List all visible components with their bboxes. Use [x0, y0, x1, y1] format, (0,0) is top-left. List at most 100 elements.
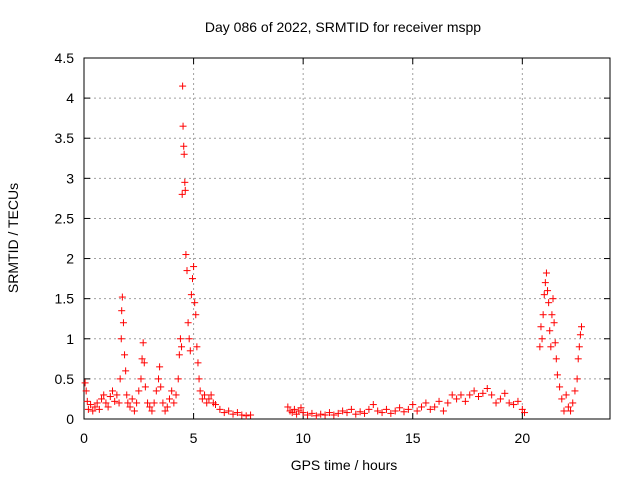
x-axis: 0 5 10 15 20 [80, 58, 530, 446]
data-point [560, 407, 568, 415]
grid [84, 58, 610, 419]
data-point [135, 387, 143, 395]
data-point [571, 387, 579, 395]
data-point [352, 410, 360, 418]
data-point [578, 323, 586, 331]
data-point [81, 379, 89, 387]
data-point [184, 319, 192, 327]
data-point [185, 335, 193, 343]
data-point [118, 307, 126, 315]
data-point [553, 371, 561, 379]
data-point [435, 397, 443, 405]
x-tick-label: 15 [405, 430, 421, 446]
data-point [124, 399, 132, 407]
data-point [89, 407, 97, 415]
data-point [190, 263, 198, 271]
data-point [558, 395, 566, 403]
x-tick-label: 5 [190, 430, 198, 446]
y-tick-label: 1.5 [55, 291, 75, 307]
y-tick-label: 0 [66, 411, 74, 427]
data-point [422, 399, 430, 407]
data-point [181, 186, 189, 194]
data-point [229, 410, 237, 418]
data-point [325, 409, 333, 417]
data-point [540, 291, 548, 299]
data-point [548, 311, 556, 319]
data-point [431, 403, 439, 411]
data-point [115, 399, 123, 407]
data-point [170, 399, 178, 407]
data-point [453, 395, 461, 403]
data-point [163, 403, 171, 411]
data-point [138, 355, 146, 363]
data-point [178, 343, 186, 351]
data-point [569, 399, 577, 407]
y-tick-label: 3.5 [55, 130, 75, 146]
data-point [104, 403, 112, 411]
data-point [382, 405, 390, 413]
y-tick-label: 2 [66, 251, 74, 267]
data-point [365, 405, 373, 413]
data-point [178, 190, 186, 198]
data-points [81, 82, 586, 420]
data-point [205, 395, 213, 403]
x-tick-label: 10 [295, 430, 311, 446]
data-point [514, 397, 522, 405]
data-point [118, 293, 126, 301]
data-point [297, 404, 305, 412]
data-point [122, 367, 130, 375]
data-point [93, 399, 101, 407]
data-point [321, 411, 329, 419]
data-point [369, 401, 377, 409]
data-point [549, 295, 557, 303]
data-point [387, 409, 395, 417]
data-point [216, 405, 224, 413]
data-point [212, 401, 219, 409]
data-point [130, 407, 138, 415]
data-point [374, 407, 382, 415]
data-point [541, 279, 549, 287]
data-point [119, 319, 127, 327]
data-point [544, 287, 552, 295]
data-point [100, 391, 108, 399]
data-point [113, 391, 121, 399]
data-point [141, 383, 149, 391]
data-point [409, 401, 417, 409]
data-point [242, 412, 250, 420]
data-point [496, 395, 504, 403]
data-point [207, 391, 215, 399]
data-point [203, 399, 211, 407]
data-point [156, 363, 164, 371]
data-point [182, 251, 190, 259]
data-point [157, 383, 165, 391]
data-point [334, 409, 342, 417]
data-point [95, 405, 103, 413]
data-point [461, 397, 469, 405]
data-point [121, 351, 129, 359]
data-point [562, 391, 570, 399]
data-point [547, 343, 555, 351]
data-point [123, 391, 131, 399]
data-point [339, 407, 347, 415]
data-point [180, 150, 188, 158]
data-point [174, 375, 182, 383]
data-point [179, 122, 187, 130]
data-point [576, 331, 584, 339]
data-point [179, 82, 187, 90]
data-point [152, 387, 160, 395]
data-point [396, 404, 404, 412]
data-point [180, 142, 188, 150]
x-tick-label: 20 [515, 430, 531, 446]
data-point [575, 343, 583, 351]
data-point [117, 335, 125, 343]
data-point [299, 409, 307, 417]
y-tick-label: 1 [66, 331, 74, 347]
data-point [317, 410, 325, 418]
data-point [150, 399, 158, 407]
y-tick-label: 2.5 [55, 210, 75, 226]
data-point [573, 375, 581, 383]
data-point [193, 343, 201, 351]
data-point [444, 399, 452, 407]
data-point [556, 383, 564, 391]
